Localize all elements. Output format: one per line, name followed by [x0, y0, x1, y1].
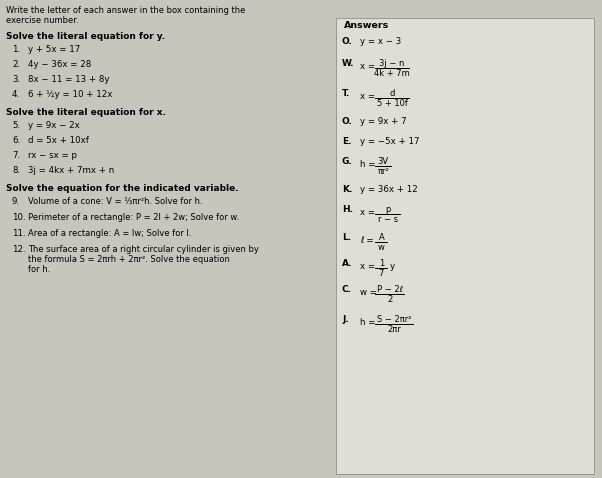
Text: y: y — [389, 262, 394, 271]
Text: d: d — [389, 89, 395, 98]
Text: Area of a rectangle: A = lw; Solve for l.: Area of a rectangle: A = lw; Solve for l… — [28, 229, 191, 238]
Text: Answers: Answers — [344, 21, 389, 30]
Text: 2.: 2. — [12, 60, 20, 69]
Text: exercise number.: exercise number. — [6, 16, 79, 25]
Text: y = 36x + 12: y = 36x + 12 — [360, 185, 418, 194]
Text: Write the letter of each answer in the box containing the: Write the letter of each answer in the b… — [6, 6, 246, 15]
Text: 3V: 3V — [377, 157, 389, 166]
Text: ℓ =: ℓ = — [360, 236, 376, 245]
Text: P − 2ℓ: P − 2ℓ — [377, 285, 403, 294]
Text: H.: H. — [342, 205, 353, 214]
Text: πr²: πr² — [377, 167, 389, 176]
Text: 7: 7 — [379, 269, 384, 278]
Text: Volume of a cone: V = ⅓πr²h. Solve for h.: Volume of a cone: V = ⅓πr²h. Solve for h… — [28, 197, 203, 206]
Text: w: w — [378, 243, 385, 252]
Text: 4.: 4. — [12, 90, 20, 99]
Text: h =: h = — [360, 160, 378, 169]
Text: Solve the equation for the indicated variable.: Solve the equation for the indicated var… — [6, 184, 238, 193]
Text: J.: J. — [342, 315, 349, 324]
Text: x =: x = — [360, 92, 378, 101]
Text: 4y − 36x = 28: 4y − 36x = 28 — [28, 60, 92, 69]
Text: y = 9x − 2x: y = 9x − 2x — [28, 121, 79, 130]
Text: The surface area of a right circular cylinder is given by: The surface area of a right circular cyl… — [28, 245, 259, 254]
Text: x =: x = — [360, 262, 378, 271]
Text: 12.: 12. — [12, 245, 26, 254]
Text: E.: E. — [342, 137, 352, 146]
Text: y + 5x = 17: y + 5x = 17 — [28, 45, 80, 54]
Text: O.: O. — [342, 117, 353, 126]
Text: 10.: 10. — [12, 213, 26, 222]
Text: Solve the literal equation for y.: Solve the literal equation for y. — [6, 32, 165, 41]
Text: 11.: 11. — [12, 229, 26, 238]
Text: r − s: r − s — [377, 215, 398, 224]
Text: x =: x = — [360, 62, 378, 71]
Text: for h.: for h. — [28, 265, 50, 274]
Text: h =: h = — [360, 318, 378, 327]
Text: x =: x = — [360, 208, 378, 217]
Text: T.: T. — [342, 89, 350, 98]
Bar — [336, 18, 594, 474]
Text: K.: K. — [342, 185, 352, 194]
Text: rx − sx = p: rx − sx = p — [28, 151, 77, 160]
Text: S − 2πr²: S − 2πr² — [377, 315, 412, 324]
Text: 5.: 5. — [12, 121, 20, 130]
Text: 1: 1 — [379, 259, 384, 268]
Text: 4k + 7m: 4k + 7m — [374, 69, 410, 78]
Text: 6 + ½y = 10 + 12x: 6 + ½y = 10 + 12x — [28, 90, 113, 99]
Text: the formula S = 2πrh + 2πr². Solve the equation: the formula S = 2πrh + 2πr². Solve the e… — [28, 255, 230, 264]
Text: p: p — [385, 205, 390, 214]
Text: 2πr: 2πr — [388, 325, 402, 334]
Text: 7.: 7. — [12, 151, 20, 160]
Text: 8x − 11 = 13 + 8y: 8x − 11 = 13 + 8y — [28, 75, 110, 84]
Text: 6.: 6. — [12, 136, 20, 145]
Text: O.: O. — [342, 37, 353, 46]
Text: 3j − n: 3j − n — [379, 59, 405, 68]
Text: A: A — [379, 233, 384, 242]
Text: L.: L. — [342, 233, 351, 242]
Text: Solve the literal equation for x.: Solve the literal equation for x. — [6, 108, 166, 117]
Text: w =: w = — [360, 288, 380, 297]
Text: Perimeter of a rectangle: P = 2l + 2w; Solve for w.: Perimeter of a rectangle: P = 2l + 2w; S… — [28, 213, 239, 222]
Text: C.: C. — [342, 285, 352, 294]
Text: y = 9x + 7: y = 9x + 7 — [360, 117, 406, 126]
Text: 3.: 3. — [12, 75, 20, 84]
Text: 5 + 10f: 5 + 10f — [377, 99, 408, 108]
Text: 8.: 8. — [12, 166, 20, 175]
Text: W.: W. — [342, 59, 355, 68]
Text: d = 5x + 10xf: d = 5x + 10xf — [28, 136, 89, 145]
Text: 2: 2 — [387, 295, 393, 304]
Text: y = x − 3: y = x − 3 — [360, 37, 402, 46]
Text: 1.: 1. — [12, 45, 20, 54]
Text: 9.: 9. — [12, 197, 20, 206]
Text: y = −5x + 17: y = −5x + 17 — [360, 137, 420, 146]
Text: G.: G. — [342, 157, 353, 166]
Text: 3j = 4kx + 7mx + n: 3j = 4kx + 7mx + n — [28, 166, 114, 175]
Text: A.: A. — [342, 259, 353, 268]
